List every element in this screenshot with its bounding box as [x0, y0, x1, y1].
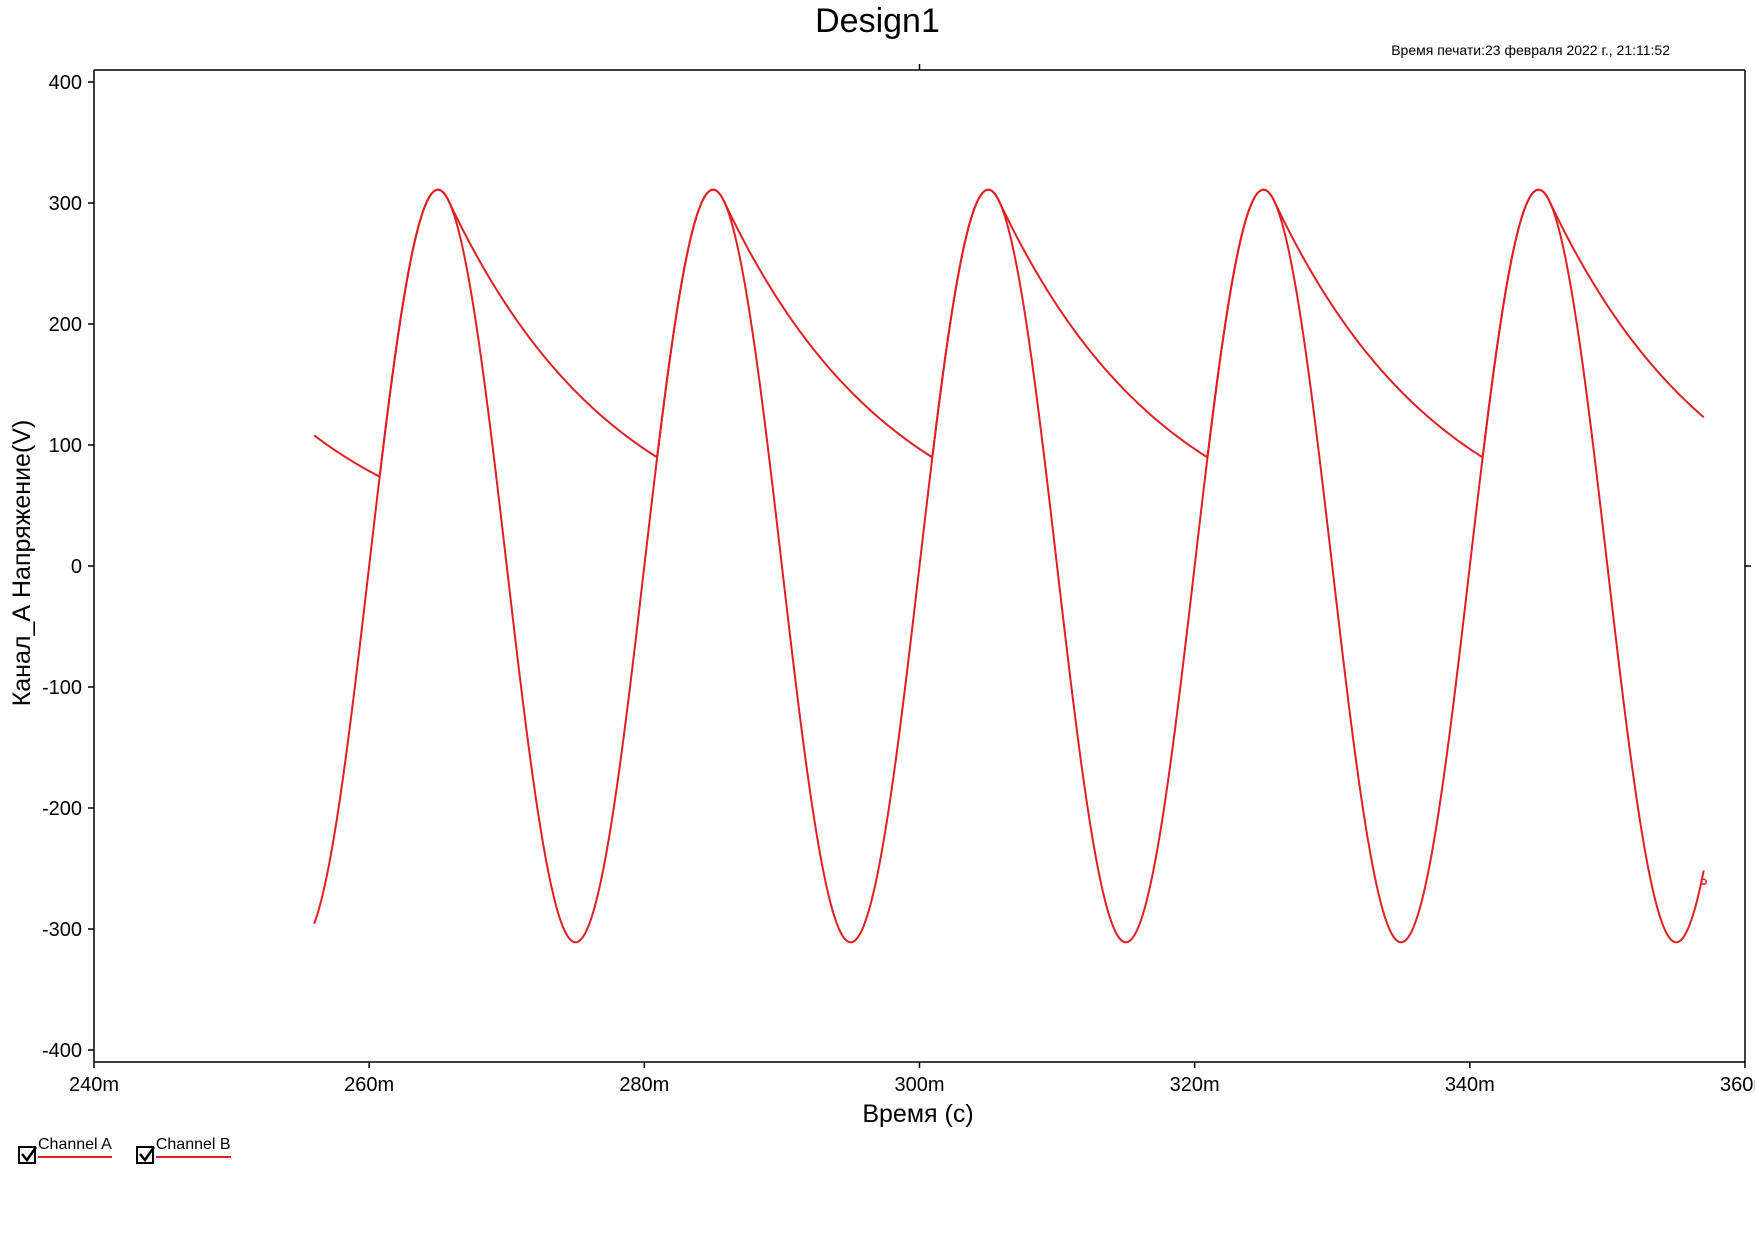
series-end-marker [1700, 878, 1707, 886]
y-tick-label: 100 [49, 435, 82, 457]
y-tick-label: -400 [42, 1040, 82, 1062]
y-tick-label: 300 [49, 193, 82, 215]
y-tick-label: -300 [42, 919, 82, 941]
x-axis-ticks: 240m 260m 280m 300m 320m 340m 360m [69, 1062, 1755, 1096]
y-tick-label: -100 [42, 677, 82, 699]
x-tick-label: 360m [1720, 1074, 1755, 1096]
legend-label-channel-b: Channel B [155, 1136, 231, 1153]
y-axis-ticks: 400 300 200 100 0 -100 -200 -300 -400 [42, 72, 94, 1062]
legend-item-channel-b[interactable]: Channel B [135, 1136, 231, 1164]
checkmark-icon [138, 1146, 155, 1163]
x-tick-label: 240m [69, 1074, 119, 1096]
x-axis-label: Время (с) [862, 1100, 973, 1128]
y-axis-label: Канал_А Напряжение(V) [8, 420, 36, 707]
chart-title: Design1 [815, 2, 940, 40]
legend-item-channel-a[interactable]: Channel A [18, 1136, 112, 1164]
print-timestamp: Время печати:23 февраля 2022 г., 21:11:5… [1391, 42, 1670, 58]
y-tick-label: 200 [49, 314, 82, 336]
legend-swatch-channel-a [38, 1156, 112, 1158]
channel-a-checkbox[interactable] [18, 1146, 38, 1164]
x-tick-label: 340m [1445, 1074, 1495, 1096]
series-line-channel-a [313, 188, 1705, 944]
x-tick-label: 260m [344, 1074, 394, 1096]
chart-axes [93, 64, 1751, 1063]
x-tick-label: 320m [1170, 1074, 1220, 1096]
x-tick-label: 300m [894, 1074, 944, 1096]
series-line-channel-b [313, 188, 1705, 478]
legend-swatch-channel-b [155, 1156, 231, 1158]
y-tick-label: -200 [42, 798, 82, 820]
legend: Channel A Channel B [18, 1136, 231, 1164]
legend-label-channel-a: Channel A [38, 1136, 112, 1153]
checkmark-icon [21, 1146, 38, 1163]
y-tick-label: 0 [71, 556, 82, 578]
x-tick-label: 280m [619, 1074, 669, 1096]
series-lines [313, 188, 1707, 944]
channel-b-checkbox[interactable] [135, 1146, 155, 1164]
y-tick-label: 400 [49, 72, 82, 94]
